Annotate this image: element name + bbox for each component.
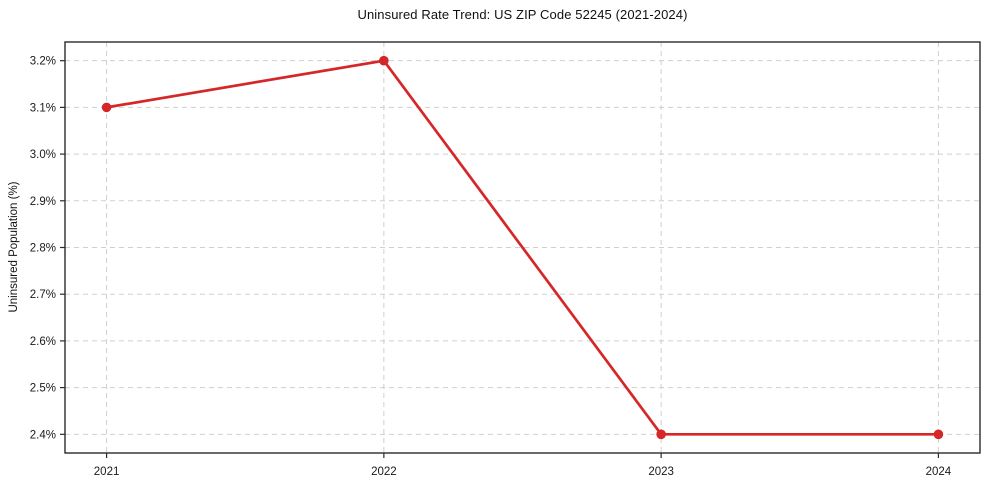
y-tick-label: 2.8%	[30, 243, 56, 255]
y-tick-label: 3.1%	[30, 102, 56, 114]
y-tick-label: 3.0%	[30, 149, 56, 161]
y-tick-label: 2.9%	[30, 196, 56, 208]
x-tick-label: 2021	[94, 466, 120, 478]
data-point-marker	[101, 102, 112, 113]
x-tick-label: 2022	[371, 466, 397, 478]
x-tick-label: 2023	[648, 466, 674, 478]
data-point-marker	[379, 55, 389, 66]
y-tick-label: 3.2%	[30, 56, 56, 68]
y-tick-label: 2.5%	[30, 383, 56, 395]
data-point-marker	[933, 429, 944, 440]
x-tick-label: 2024	[926, 466, 952, 478]
y-tick-label: 2.4%	[30, 429, 56, 441]
data-point-marker	[656, 429, 666, 440]
y-tick-label: 2.6%	[30, 336, 56, 348]
trend-line	[105, 59, 940, 436]
chart-title: Uninsured Rate Trend: US ZIP Code 52245 …	[357, 7, 688, 22]
y-tick-label: 2.7%	[30, 289, 56, 301]
